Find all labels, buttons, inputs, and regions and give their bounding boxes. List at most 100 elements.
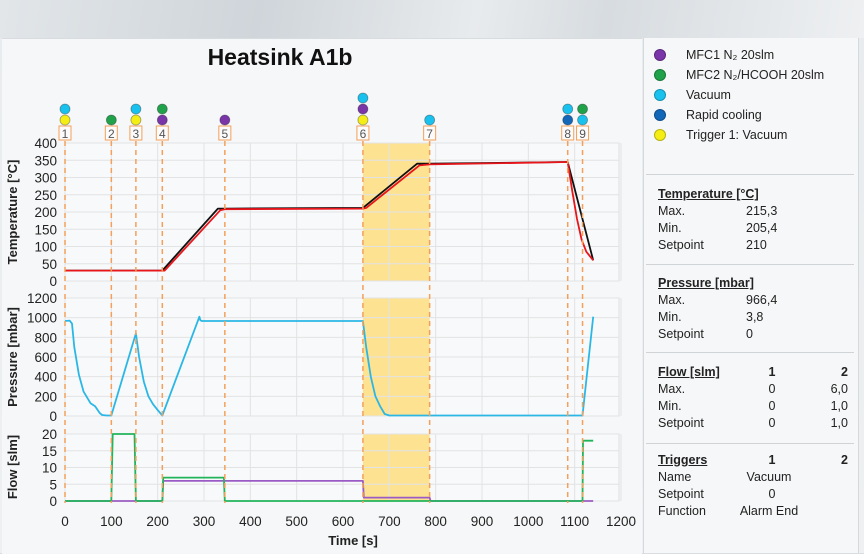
x-tick-label: 800 — [424, 514, 447, 529]
stat-label: Setpoint — [658, 487, 704, 501]
event-dot-icon — [562, 103, 574, 115]
pressure-stats-header: Pressure [mbar] — [658, 276, 754, 290]
stat-value-1: 0 — [768, 416, 776, 430]
stat-value: 0 — [746, 327, 753, 341]
trigger-stats: Triggers 1 2 Name Vacuum Setpoint 0 Function… — [658, 452, 848, 520]
stat-value-2: 1,0 — [830, 416, 848, 430]
divider — [646, 443, 854, 444]
x-tick-label: 1100 — [560, 514, 589, 529]
event-dot-icon — [357, 114, 369, 126]
stat-label: Max. — [658, 382, 686, 396]
event-dot-icon — [156, 103, 168, 115]
legend-dot-icon — [654, 89, 666, 101]
stat-label: Name — [658, 470, 692, 484]
y-tick-label: 400 — [34, 136, 57, 151]
stat-label: Max. — [658, 293, 686, 307]
event-marker-box — [58, 125, 72, 141]
y-tick-label: 350 — [34, 153, 57, 168]
event-dot-icon — [59, 114, 71, 126]
stat-value: 210 — [746, 238, 767, 252]
y-tick-label: 400 — [34, 370, 57, 385]
y-tick-label: 250 — [34, 188, 57, 203]
event-marker-label: 9 — [579, 127, 586, 141]
event-marker-label: 4 — [159, 127, 166, 141]
event-marker-box — [218, 125, 232, 141]
trigger-stats-header: Triggers — [658, 453, 708, 467]
y-tick-label: 150 — [34, 222, 57, 237]
stat-value-2: 1,0 — [830, 399, 848, 413]
stat-value: 3,8 — [746, 310, 764, 324]
event-marker-label: 2 — [108, 127, 115, 141]
x-tick-label: 200 — [146, 514, 169, 529]
event-dot-icon — [130, 103, 142, 115]
y-tick-label: 0 — [49, 409, 57, 424]
legend-item: Rapid cooling — [650, 105, 824, 125]
x-tick-label: 600 — [332, 514, 355, 529]
y-tick-label: 20 — [42, 427, 57, 442]
info-panel — [643, 38, 859, 553]
y-tick-label: 100 — [34, 240, 57, 255]
stat-value: 966,4 — [746, 293, 778, 307]
y-axis-label: Temperature [°C] — [5, 160, 20, 265]
x-tick-label: 1000 — [513, 514, 543, 529]
y-tick-label: 200 — [34, 205, 57, 220]
legend-label: Rapid cooling — [686, 108, 762, 122]
event-marker-label: 5 — [222, 127, 229, 141]
x-tick-label: 0 — [61, 514, 69, 529]
col-header-2: 2 — [841, 365, 848, 379]
x-tick-label: 100 — [100, 514, 123, 529]
legend-dot-icon — [654, 109, 666, 121]
event-dot-icon — [357, 92, 369, 104]
event-marker-box — [423, 125, 437, 141]
divider — [646, 352, 854, 353]
x-tick-label: 400 — [239, 514, 262, 529]
temperature-stats-header: Temperature [°C] — [658, 187, 759, 201]
x-tick-label: 1200 — [606, 514, 636, 529]
legend-item: MFC1 N₂ 20slm — [650, 45, 824, 65]
y-axis-label: Flow [slm] — [5, 435, 20, 499]
x-axis-label: Time [s] — [328, 533, 378, 548]
y-tick-label: 50 — [42, 257, 57, 272]
flow-stats: Flow [slm] 1 2 Max. 0 6,0 Min. 0 1,0 Setpoint 0… — [658, 364, 848, 432]
x-tick-label: 700 — [378, 514, 401, 529]
series-line-mfc2-n-hcooh — [65, 433, 594, 502]
event-marker-label: 7 — [426, 127, 433, 141]
event-marker-box — [576, 125, 590, 141]
event-marker-label: 8 — [564, 127, 571, 141]
stat-value-1: Alarm End — [739, 504, 799, 518]
legend: MFC1 N₂ 20slm MFC2 N₂/HCOOH 20slm Vacuum Ra… — [650, 45, 824, 145]
stat-value-2: 6,0 — [830, 382, 848, 396]
legend-dot-icon — [654, 129, 666, 141]
x-tick-label: 500 — [285, 514, 308, 529]
x-tick-label: 300 — [193, 514, 216, 529]
event-dot-icon — [577, 103, 588, 115]
legend-item: Trigger 1: Vacuum — [650, 125, 824, 145]
legend-item: MFC2 N₂/HCOOH 20slm — [650, 65, 824, 85]
col-header-2: 2 — [841, 453, 848, 467]
y-tick-label: 800 — [34, 330, 57, 345]
y-tick-label: 5 — [49, 477, 57, 492]
stat-value: 215,3 — [746, 204, 778, 218]
y-tick-label: 0 — [49, 494, 57, 509]
event-marker-label: 6 — [360, 127, 367, 141]
event-dot-icon — [130, 114, 142, 126]
legend-dot-icon — [654, 49, 666, 61]
y-tick-label: 600 — [34, 350, 57, 365]
event-marker-box — [155, 125, 169, 141]
y-tick-label: 200 — [34, 389, 57, 404]
event-dot-icon — [357, 103, 369, 115]
legend-label: Trigger 1: Vacuum — [686, 128, 788, 142]
stat-value-1: 0 — [768, 487, 776, 501]
col-header-1: 1 — [768, 453, 776, 467]
pressure-stats: Pressure [mbar] Max. 966,4 Min. 3,8 Setpoi… — [658, 275, 777, 343]
y-tick-label: 1000 — [27, 311, 57, 326]
stat-value-1: 0 — [768, 399, 776, 413]
y-tick-label: 300 — [34, 171, 57, 186]
col-header-1: 1 — [768, 365, 776, 379]
event-dot-icon — [219, 114, 231, 126]
event-marker-label: 1 — [62, 127, 69, 141]
event-dot-icon — [424, 114, 436, 126]
event-dot-icon — [105, 114, 117, 126]
event-dot-icon — [562, 114, 574, 126]
